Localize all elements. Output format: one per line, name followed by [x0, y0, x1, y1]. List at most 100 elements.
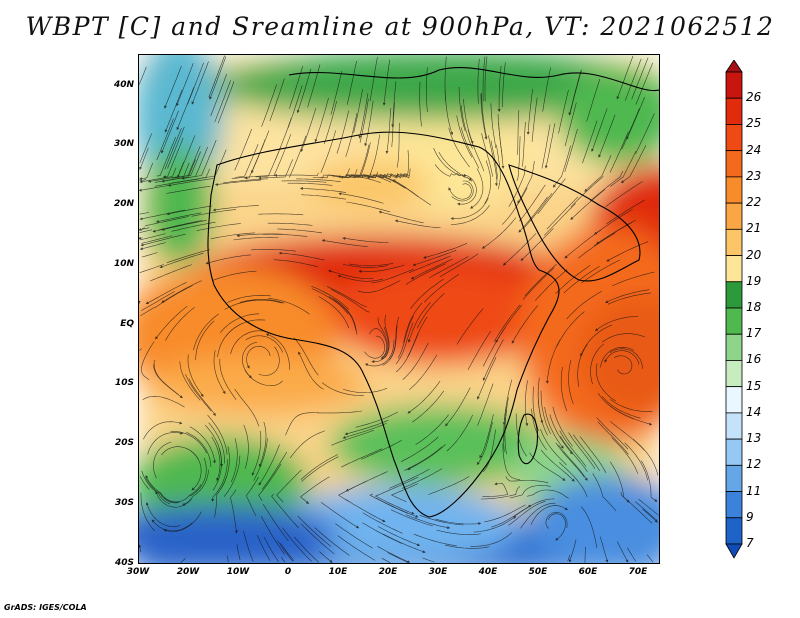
streamline: [273, 259, 319, 268]
streamline: [166, 185, 211, 194]
streamline: [362, 522, 403, 544]
streamline: [590, 171, 624, 202]
streamline: [631, 57, 649, 100]
streamline: [147, 431, 184, 455]
streamline: [546, 196, 579, 230]
streamline: [390, 483, 419, 502]
streamline: [531, 97, 538, 143]
streamline: [524, 264, 557, 297]
streamline: [159, 252, 204, 269]
streamline: [314, 527, 350, 556]
streamline: [568, 539, 577, 563]
streamline: [555, 265, 591, 295]
streamline: [477, 58, 480, 104]
streamline: [422, 557, 435, 563]
streamline: [366, 174, 406, 189]
streamline: [423, 273, 460, 303]
streamline: [301, 456, 339, 482]
streamline: [243, 531, 254, 562]
streamline: [211, 436, 221, 482]
streamline: [641, 460, 658, 502]
streamline: [151, 519, 193, 532]
streamline: [141, 227, 146, 229]
streamline: [638, 498, 659, 516]
streamline: [596, 417, 629, 450]
streamline: [262, 503, 289, 542]
lon-tick-label: 10E: [328, 567, 348, 577]
streamline: [214, 179, 262, 186]
streamline: [251, 249, 296, 252]
coastline-layer: [207, 67, 659, 518]
streamline: [261, 516, 285, 555]
streamline: [508, 501, 546, 526]
streamline: [139, 147, 149, 170]
streamline: [482, 56, 486, 102]
streamline: [156, 136, 176, 177]
streamline: [153, 364, 183, 399]
streamline: [176, 62, 194, 107]
streamline: [300, 523, 335, 555]
colorbar-segment: [725, 228, 743, 256]
streamline: [344, 419, 389, 436]
streamline: [234, 128, 252, 171]
streamline: [456, 308, 484, 345]
streamline: [320, 501, 360, 529]
streamline: [392, 179, 432, 206]
streamline: [573, 434, 600, 471]
colorbar-tick-label: 13: [746, 431, 762, 446]
streamline: [153, 441, 172, 479]
streamline: [405, 263, 446, 285]
streamline: [610, 399, 653, 412]
streamline: [591, 108, 608, 152]
colorbar-tick-label: 11: [746, 483, 762, 498]
streamline: [311, 285, 350, 310]
streamline: [145, 476, 180, 504]
streamline: [140, 233, 186, 247]
streamline: [223, 455, 241, 497]
streamline: [470, 168, 484, 209]
streamline: [446, 414, 473, 452]
streamline: [408, 255, 451, 273]
streamline: [145, 282, 187, 304]
streamline: [139, 242, 166, 251]
streamline: [378, 210, 424, 224]
streamline: [330, 289, 370, 313]
streamline: [543, 203, 576, 236]
streamline: [342, 423, 387, 439]
colorbar-tick-label: 21: [746, 221, 762, 236]
streamline: [444, 89, 454, 136]
streamline: [166, 249, 210, 264]
streamline: [537, 391, 548, 436]
streamline: [185, 374, 212, 412]
streamline: [584, 546, 586, 563]
streamline: [139, 229, 152, 233]
streamline: [277, 228, 322, 234]
streamline: [382, 325, 398, 366]
streamline: [230, 489, 238, 534]
colorbar-segment: [725, 412, 743, 440]
streamline: [586, 78, 601, 122]
streamline: [214, 475, 228, 518]
colorbar-segment: [725, 307, 743, 335]
streamline: [139, 133, 152, 164]
streamline: [319, 551, 333, 563]
streamline: [567, 554, 571, 562]
streamline: [208, 422, 225, 464]
streamline: [527, 489, 569, 499]
streamline: [490, 103, 497, 148]
streamline: [382, 59, 390, 106]
streamline: [341, 448, 383, 468]
streamline: [277, 540, 294, 562]
colorbar-tick-label: 17: [746, 326, 762, 341]
streamline: [139, 236, 143, 240]
streamline: [346, 60, 357, 105]
streamline: [600, 346, 635, 368]
streamline: [217, 81, 235, 124]
colorbar-tick-label: 7: [746, 536, 754, 550]
streamline: [529, 452, 566, 481]
streamline: [337, 535, 376, 561]
streamline: [523, 193, 553, 229]
streamline: [635, 62, 653, 105]
colorbar-tick-label: 22: [746, 195, 762, 210]
streamline: [379, 173, 410, 179]
